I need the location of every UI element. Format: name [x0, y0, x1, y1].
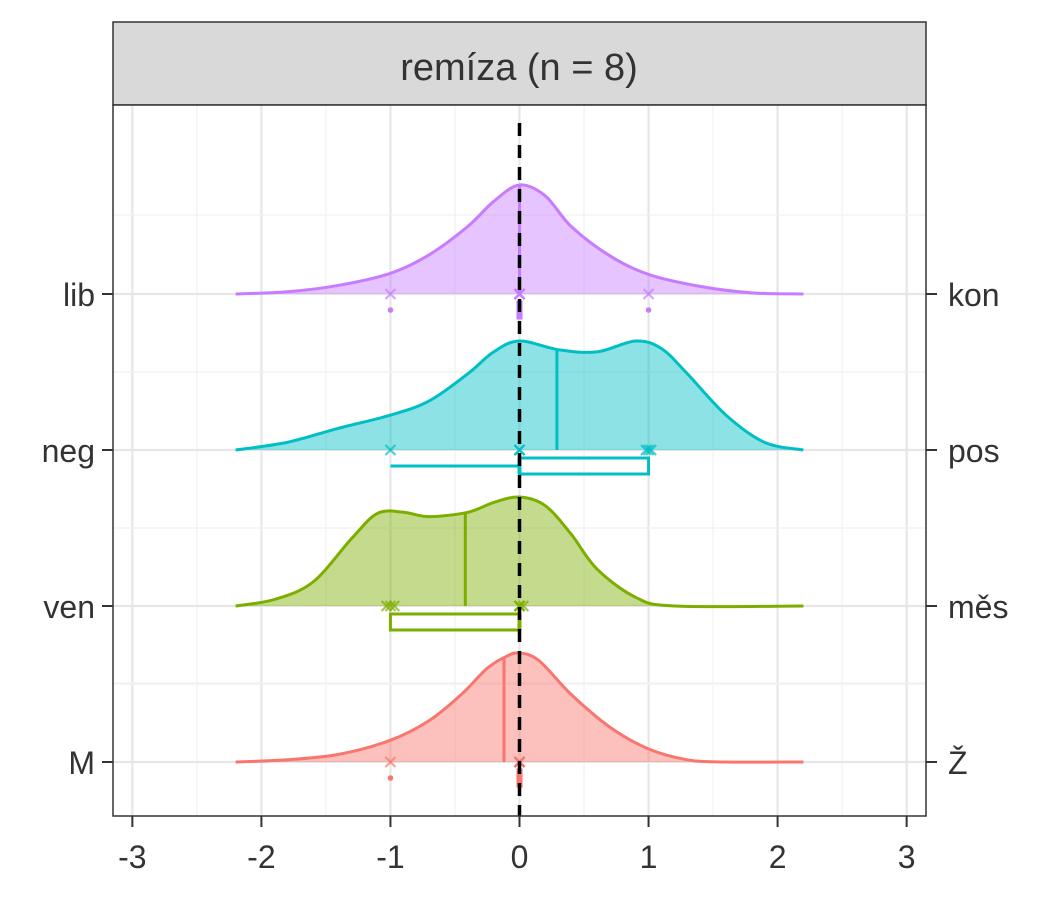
box-outlier [387, 307, 394, 313]
y-label-left: ven [43, 589, 95, 625]
density-curve [235, 651, 804, 764]
axes: -3 -2 -1 0 1 2 3 lib kon neg pos ven měs M Ž [42, 277, 1009, 875]
jitter-point [388, 600, 401, 612]
x-tick-label: 0 [511, 839, 529, 875]
facet-strip: remíza (n = 8) [112, 21, 927, 106]
plot-panel [112, 104, 927, 817]
y-label-right: měs [948, 589, 1008, 625]
jitter-point [384, 600, 397, 612]
y-label-left: neg [42, 433, 95, 469]
jitter-point [384, 288, 397, 300]
x-tick-label: -3 [118, 839, 146, 875]
y-label-right: Ž [948, 745, 968, 781]
box-outlier [387, 775, 394, 781]
density-curve [235, 339, 804, 452]
y-label-left: lib [63, 277, 95, 313]
jitter-point [384, 756, 397, 768]
jitter-point [513, 288, 526, 300]
facet-strip-background [112, 21, 927, 106]
x-tick-label: 3 [898, 839, 916, 875]
y-label-right: pos [948, 433, 1000, 469]
jitter-point [513, 444, 526, 456]
jitter-point [384, 444, 397, 456]
box-outlier [645, 307, 652, 313]
density-curve [235, 495, 804, 609]
x-tick-label: 1 [640, 839, 658, 875]
jitter-point [642, 288, 655, 300]
facet-title: remíza (n = 8) [400, 47, 638, 89]
y-label-right: kon [948, 277, 1000, 313]
y-label-left: M [68, 745, 95, 781]
jitter-point [645, 444, 657, 456]
jitter-point [513, 600, 526, 612]
x-tick-label: -1 [376, 839, 404, 875]
x-tick-label: -2 [247, 839, 275, 875]
jitter-point [642, 444, 655, 456]
x-tick-label: 2 [769, 839, 787, 875]
